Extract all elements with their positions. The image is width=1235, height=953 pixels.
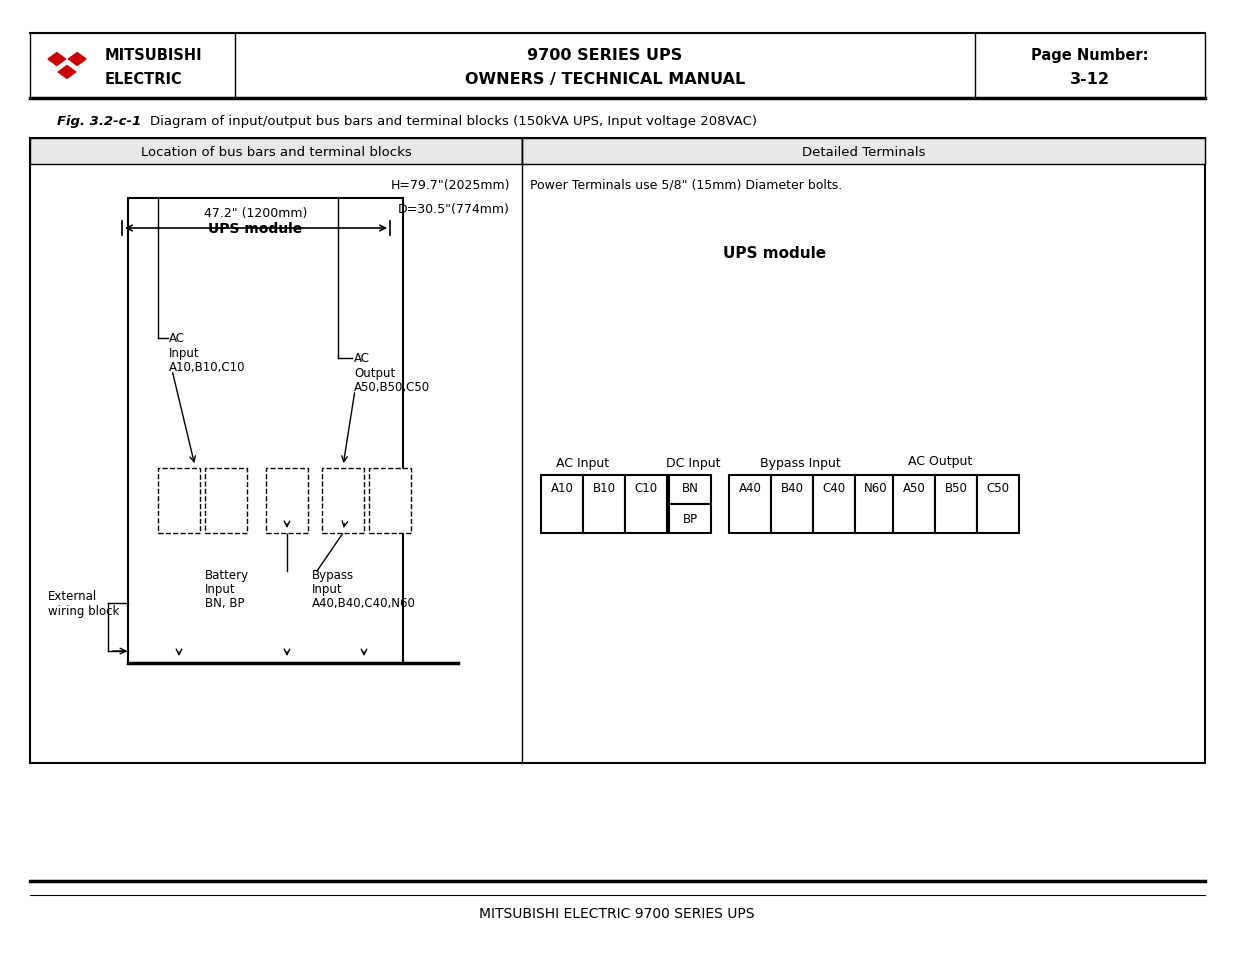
Text: Page Number:: Page Number: (1031, 48, 1149, 63)
Text: C10: C10 (635, 482, 657, 495)
Bar (128, 199, 403, 663)
Text: A40: A40 (739, 482, 762, 495)
Text: UPS module: UPS module (724, 246, 826, 261)
Text: Bypass Input: Bypass Input (760, 457, 840, 470)
Bar (30, 139, 522, 165)
Text: Power Terminals use 5/8" (15mm) Diameter bolts.: Power Terminals use 5/8" (15mm) Diameter… (530, 178, 842, 192)
Text: Input: Input (205, 583, 236, 596)
Text: BP: BP (683, 513, 698, 525)
Bar (158, 469, 200, 534)
Polygon shape (48, 53, 65, 67)
Text: 47.2" (1200mm): 47.2" (1200mm) (204, 206, 308, 219)
Polygon shape (68, 53, 86, 67)
Bar (30, 139, 1205, 763)
Text: A10,B10,C10: A10,B10,C10 (169, 360, 246, 374)
Text: AC: AC (354, 352, 370, 365)
Text: C40: C40 (823, 482, 846, 495)
Bar (855, 476, 897, 534)
Text: AC Input: AC Input (557, 457, 610, 470)
Text: A50,B50,C50: A50,B50,C50 (354, 380, 430, 393)
Text: AC: AC (169, 333, 185, 345)
Text: B10: B10 (593, 482, 615, 495)
Text: Input: Input (312, 583, 342, 596)
Text: ELECTRIC: ELECTRIC (105, 71, 183, 87)
Bar (977, 476, 1019, 534)
Bar (205, 469, 247, 534)
Bar (669, 504, 711, 534)
Text: A40,B40,C40,N60: A40,B40,C40,N60 (312, 597, 416, 610)
Text: 9700 SERIES UPS: 9700 SERIES UPS (527, 48, 683, 63)
Text: External: External (48, 589, 98, 602)
Text: D=30.5"(774mm): D=30.5"(774mm) (398, 202, 510, 215)
Bar (935, 476, 977, 534)
Polygon shape (58, 67, 75, 79)
Text: AC Output: AC Output (908, 455, 972, 468)
Bar (669, 476, 711, 504)
Text: Bypass: Bypass (312, 569, 354, 582)
Bar (522, 139, 1205, 165)
Bar (771, 476, 813, 534)
Text: Detailed Terminals: Detailed Terminals (802, 146, 925, 158)
Text: DC Input: DC Input (666, 457, 720, 470)
Text: B40: B40 (781, 482, 804, 495)
Text: MITSUBISHI: MITSUBISHI (105, 48, 203, 63)
Text: Fig. 3.2-c-1: Fig. 3.2-c-1 (57, 115, 141, 129)
Bar (369, 469, 411, 534)
Text: H=79.7"(2025mm): H=79.7"(2025mm) (390, 178, 510, 192)
Bar (625, 476, 667, 534)
Bar (541, 476, 583, 534)
Bar (729, 476, 771, 534)
Text: MITSUBISHI ELECTRIC 9700 SERIES UPS: MITSUBISHI ELECTRIC 9700 SERIES UPS (479, 906, 755, 920)
Bar (893, 476, 935, 534)
Text: A10: A10 (551, 482, 573, 495)
Bar (813, 476, 855, 534)
Text: B50: B50 (945, 482, 967, 495)
Text: Battery: Battery (205, 569, 249, 582)
Text: Output: Output (354, 366, 395, 379)
Text: BN, BP: BN, BP (205, 597, 245, 610)
Text: Diagram of input/output bus bars and terminal blocks (150kVA UPS, Input voltage : Diagram of input/output bus bars and ter… (149, 115, 757, 129)
Bar (322, 469, 364, 534)
Text: C50: C50 (987, 482, 1009, 495)
Text: A50: A50 (903, 482, 925, 495)
Text: BN: BN (682, 481, 699, 495)
Bar (266, 469, 308, 534)
Text: Location of bus bars and terminal blocks: Location of bus bars and terminal blocks (141, 146, 411, 158)
Bar (583, 476, 625, 534)
Text: N60: N60 (864, 482, 888, 495)
Text: wiring block: wiring block (48, 605, 120, 618)
Text: OWNERS / TECHNICAL MANUAL: OWNERS / TECHNICAL MANUAL (464, 71, 745, 87)
Text: 3-12: 3-12 (1070, 71, 1110, 87)
Text: Input: Input (169, 346, 200, 359)
Text: UPS module: UPS module (209, 222, 303, 235)
